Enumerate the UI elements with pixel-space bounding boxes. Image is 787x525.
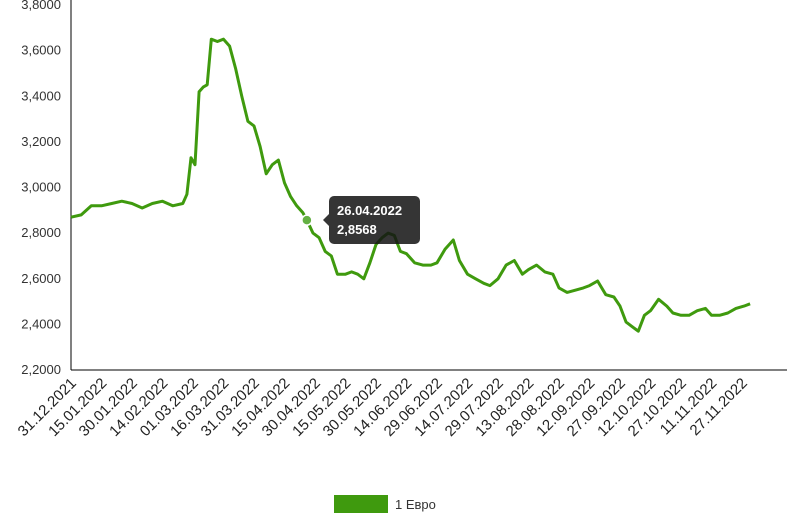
tooltip-value: 2,8568	[337, 222, 377, 237]
y-tick-label: 3,4000	[21, 88, 61, 103]
series-layer	[70, 37, 751, 333]
tooltip-arrow	[323, 214, 329, 226]
series-line[interactable]	[70, 37, 751, 333]
y-tick-label: 3,2000	[21, 134, 61, 149]
tooltip: 26.04.2022 2,8568	[329, 196, 420, 244]
hover-point[interactable]	[301, 214, 313, 226]
y-tick-label: 2,6000	[21, 271, 61, 286]
y-axis: 2,2000 2,4000 2,6000 2,8000 3,0000 3,2000 3,40…	[21, 0, 72, 377]
tooltip-date: 26.04.2022	[337, 203, 403, 218]
y-tick-label: 2,8000	[21, 225, 61, 240]
y-tick-label: 2,4000	[21, 316, 61, 331]
legend-label[interactable]: 1 Евро	[395, 496, 436, 512]
legend[interactable]: 1 Евро	[334, 494, 436, 514]
y-tick-label: 3,8000	[21, 0, 61, 12]
legend-swatch[interactable]	[334, 495, 388, 513]
y-tick-label: 2,2000	[21, 362, 61, 377]
y-tick-label: 3,0000	[21, 180, 61, 195]
y-tick-label: 3,6000	[21, 43, 61, 58]
x-axis: 31.12.202115.01.202230.01.202214.02.2022…	[15, 369, 787, 440]
